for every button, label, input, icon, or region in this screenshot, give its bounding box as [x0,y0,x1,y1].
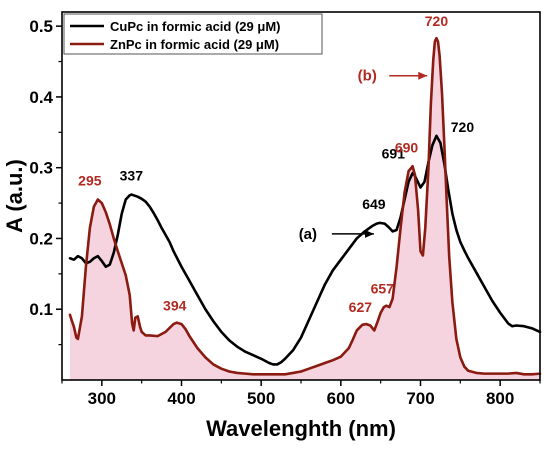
x-tick-label: 800 [486,389,514,408]
peak-label: 649 [362,196,386,212]
x-tick-label: 500 [247,389,275,408]
peak-labels-layer: 337 649 691 720 295 394 627 657 690 720 [78,13,474,315]
peak-label: 627 [349,299,373,315]
annotation-label: (a) [299,226,317,243]
peak-label: 657 [371,281,395,297]
y-tick-label: 0.3 [29,159,53,178]
y-tick-label: 0.2 [29,229,53,248]
lines-layer [68,36,542,376]
x-tick-label: 400 [167,389,195,408]
x-tick-label: 600 [327,389,355,408]
peak-label: 295 [78,173,102,189]
x-axis-title: Wavelenghth (nm) [206,416,396,441]
y-axis-title: A (a.u.) [2,159,27,233]
y-tick-label: 0.5 [29,17,53,36]
series-fill-1 [69,38,540,381]
peak-label: 394 [163,298,187,314]
y-tick-label: 0.4 [29,88,53,107]
peak-label: 720 [425,13,449,29]
fill-layer [69,38,540,381]
legend-entry: ZnPc in formic acid (29 μM) [110,37,279,52]
y-tick-label: 0.1 [29,300,53,319]
x-tick-label: 700 [406,389,434,408]
peak-label: 690 [395,139,419,155]
legend-entry: CuPc in formic acid (29 μM) [110,19,281,34]
annotation-label: (b) [358,68,377,85]
legend: CuPc in formic acid (29 μM) ZnPc in formi… [63,13,323,55]
peak-label: 691 [382,146,406,162]
series-line-0 [68,134,542,366]
ticks-layer: 300 400 500 600 700 800 0.1 0.2 0.3 0.4 0.5 [29,17,541,408]
peak-label: 720 [451,119,475,135]
peak-label: 337 [120,168,144,184]
legend-box [63,13,323,55]
series-line-1 [68,36,542,376]
x-tick-label: 300 [88,389,116,408]
annotations-layer: (a) (b) [299,68,428,243]
